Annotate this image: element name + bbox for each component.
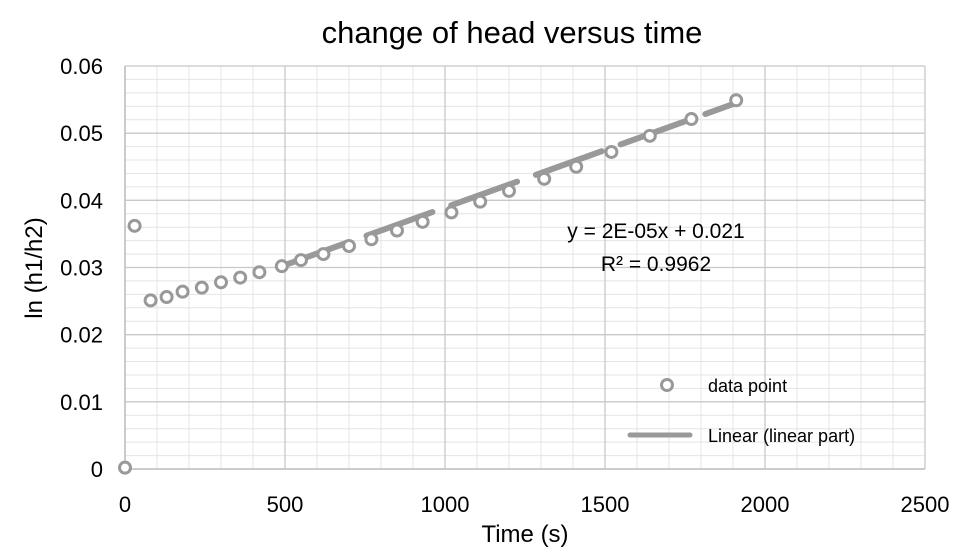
data-point	[214, 275, 228, 290]
data-point	[415, 214, 430, 229]
data-point	[194, 280, 209, 295]
axes	[124, 66, 925, 470]
data-point	[604, 144, 619, 159]
tick-labels: 0 500 1000 1500 2000 2500 0 0.01 0.02 0.03 0.04 0.0…	[60, 54, 949, 517]
data-point	[316, 247, 331, 262]
data-point	[569, 159, 584, 174]
x-tick-label: 2000	[741, 492, 790, 517]
major-gridlines	[124, 65, 926, 470]
data-point	[274, 259, 289, 274]
y-axis-label: ln (h1/h2)	[21, 217, 48, 318]
data-point	[342, 239, 356, 254]
y-tick-label: 0.03	[60, 256, 103, 281]
legend-label-data-point: data point	[708, 376, 787, 396]
y-tick-label: 0.05	[60, 121, 103, 146]
data-point	[159, 290, 174, 305]
x-tick-label: 2500	[901, 492, 950, 517]
data-point	[684, 112, 699, 127]
data-point	[473, 194, 488, 209]
data-point	[537, 171, 552, 186]
legend-marker-data-point	[660, 378, 674, 392]
data-point	[175, 284, 190, 299]
data-points	[118, 93, 744, 475]
chart-title: change of head versus time	[322, 15, 703, 50]
legend: data point Linear (linear part)	[627, 376, 855, 446]
x-tick-label: 1000	[421, 492, 470, 517]
x-tick-label: 0	[119, 492, 131, 517]
data-point	[143, 293, 158, 308]
data-point	[502, 183, 516, 198]
y-tick-label: 0	[91, 457, 103, 482]
data-point	[294, 253, 308, 268]
data-point	[642, 128, 657, 143]
x-tick-label: 1500	[581, 492, 630, 517]
data-point	[233, 270, 248, 285]
y-tick-label: 0.02	[60, 323, 103, 348]
data-point	[444, 205, 459, 220]
trendline-equation: y = 2E-05x + 0.021	[567, 220, 744, 243]
data-point	[364, 232, 379, 247]
data-point	[729, 93, 744, 108]
y-tick-label: 0.06	[60, 54, 103, 79]
y-tick-label: 0.01	[60, 390, 103, 415]
r-squared-label: R² = 0.9962	[601, 253, 711, 276]
data-point	[390, 223, 404, 238]
x-axis-label: Time (s)	[481, 521, 568, 548]
data-point	[127, 218, 142, 233]
x-tick-label: 500	[267, 492, 304, 517]
data-point	[252, 265, 267, 280]
data-point	[118, 460, 132, 475]
y-tick-label: 0.04	[60, 188, 103, 213]
legend-label-linear: Linear (linear part)	[708, 426, 855, 446]
